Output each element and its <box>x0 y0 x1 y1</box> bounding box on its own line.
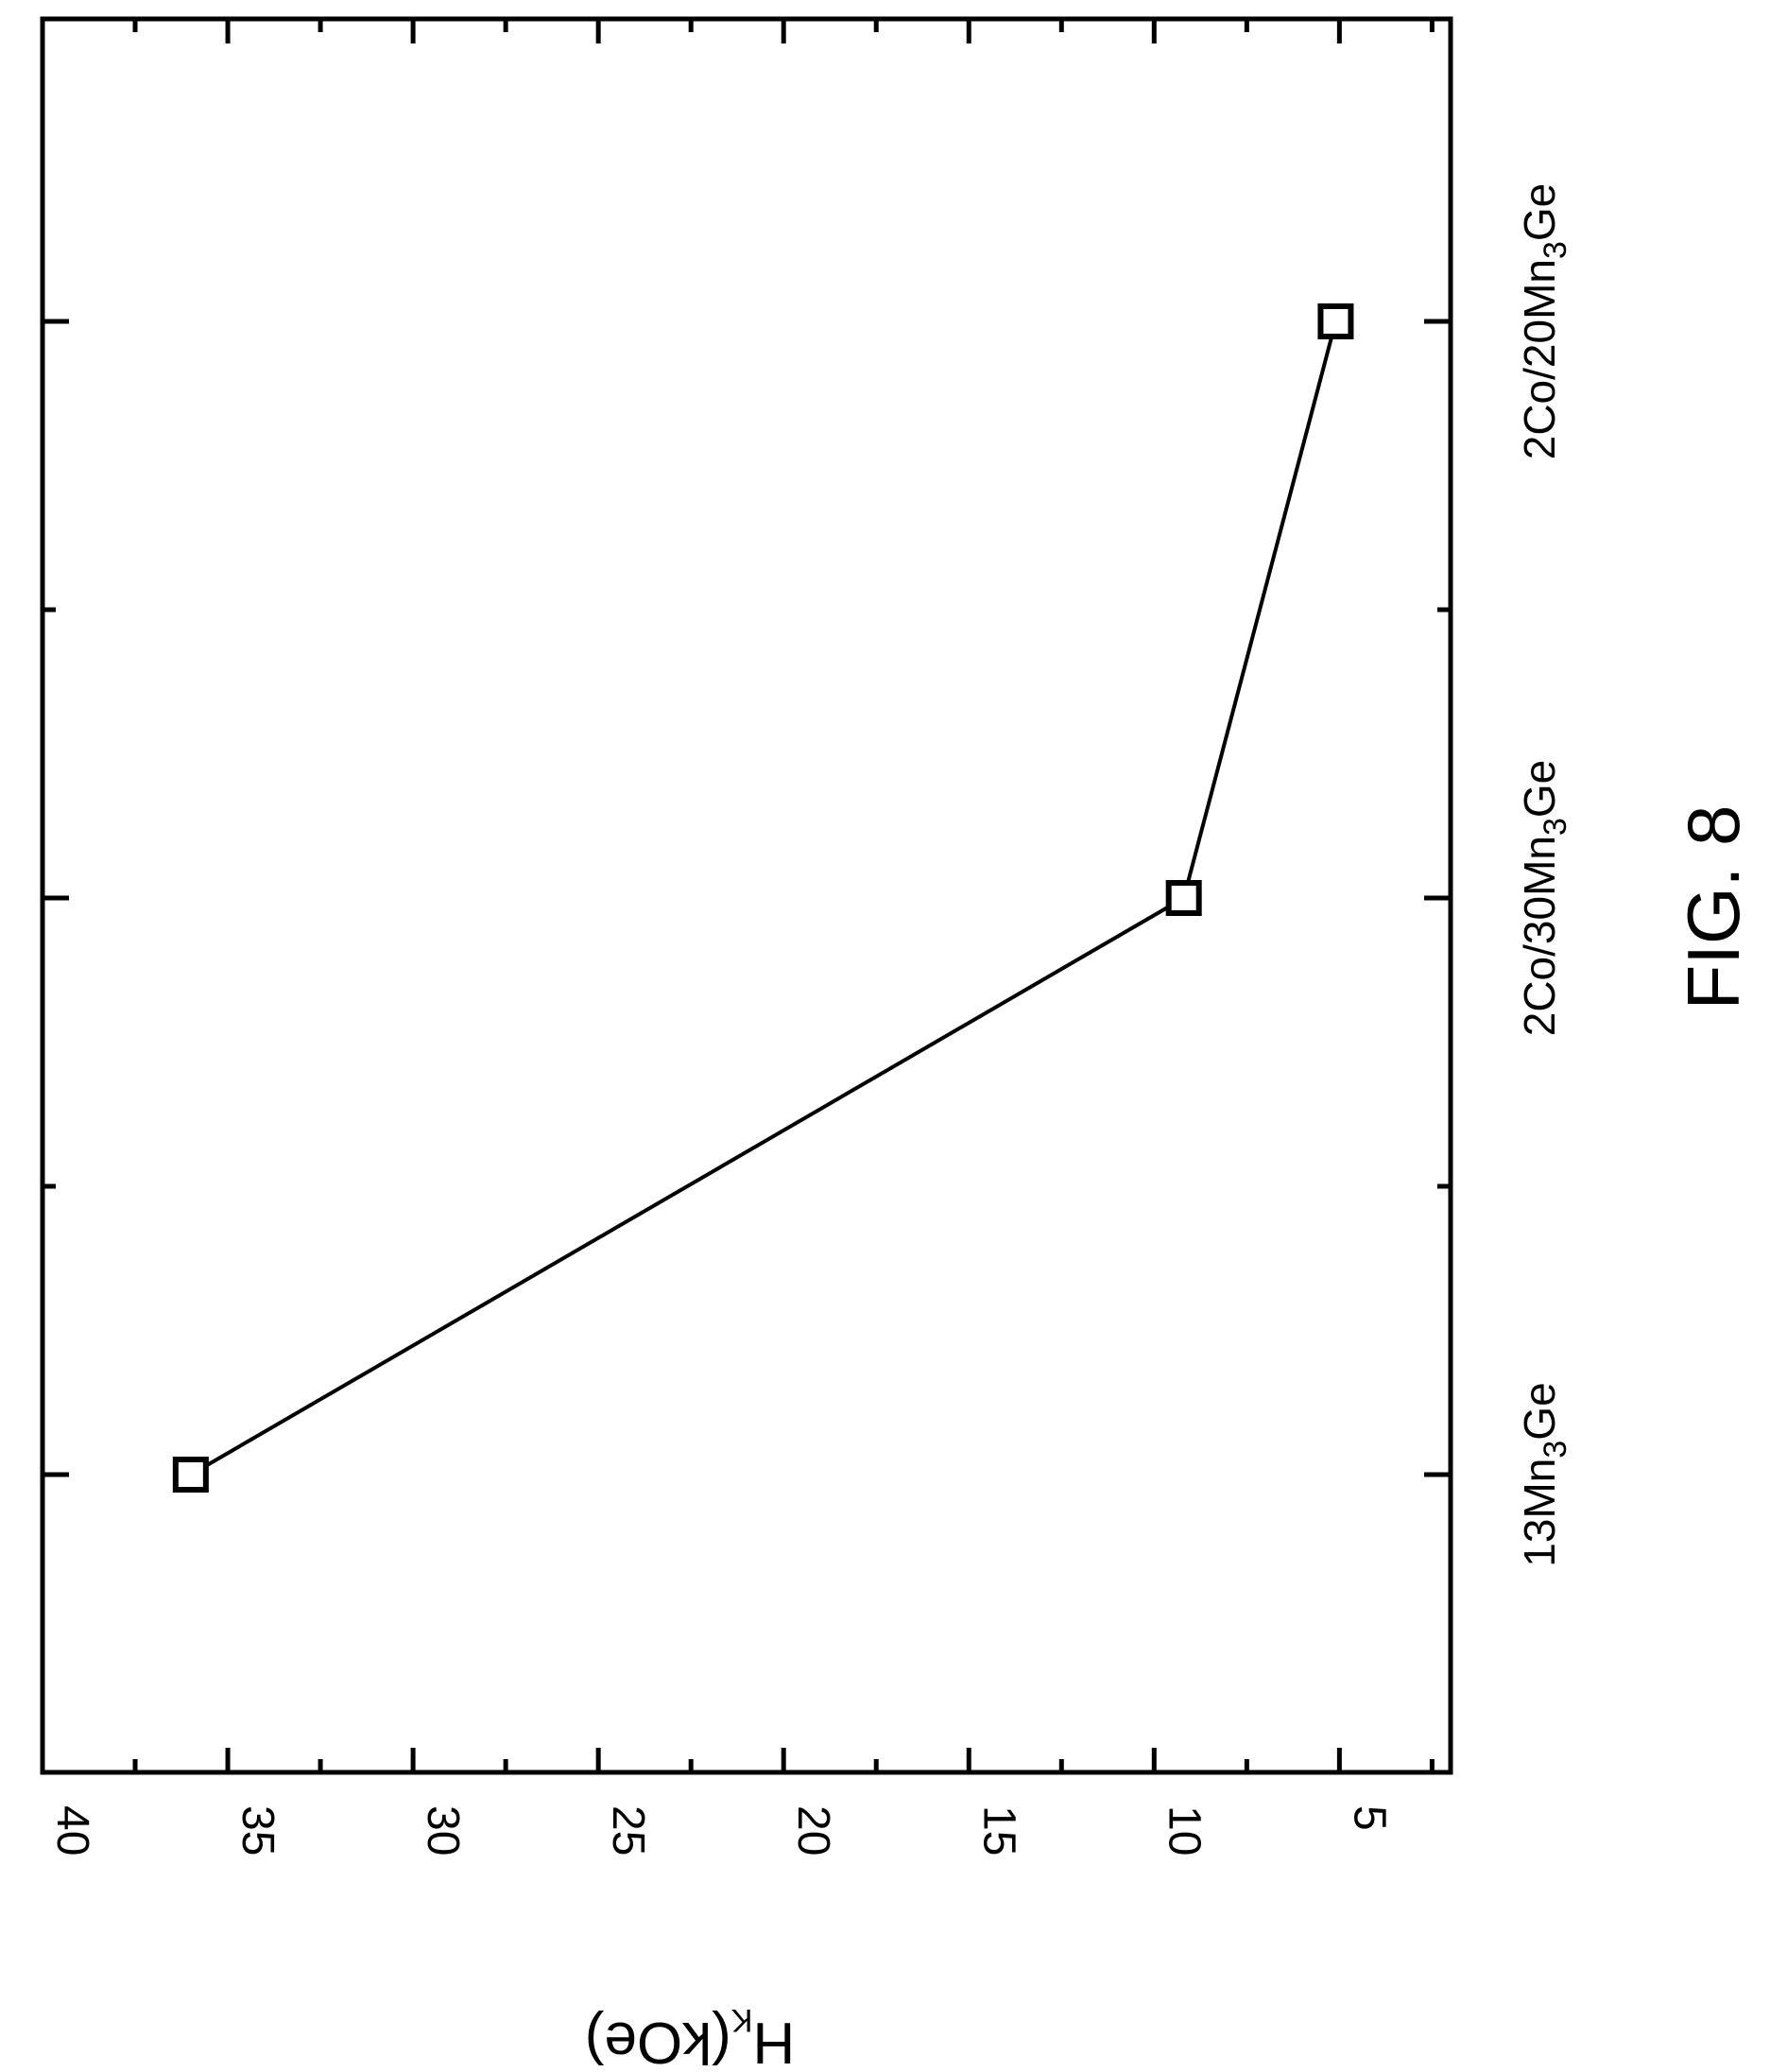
value-tick-label: 30 <box>418 1805 468 1856</box>
plot-frame <box>43 19 1451 1772</box>
axis-labels: 5 10 15 20 25 30 35 40 13Mn3Ge 2Co/30Mn3Ge 2Co/20M… <box>47 183 1573 1856</box>
category-label: 2Co/20Mn3Ge <box>1515 183 1573 460</box>
value-tick-label: 20 <box>788 1805 838 1856</box>
y-axis-title: HK(kOe) <box>585 2002 795 2072</box>
category-label: 2Co/30Mn3Ge <box>1515 760 1573 1037</box>
value-tick-label: 10 <box>1159 1805 1209 1856</box>
data-series <box>176 306 1351 1490</box>
value-tick-label: 40 <box>47 1805 97 1856</box>
value-tick-label: 35 <box>232 1805 283 1856</box>
y-axis-title-unit: (kOe) <box>585 2010 731 2072</box>
data-point-marker <box>1320 306 1350 337</box>
category-label: 13Mn3Ge <box>1515 1382 1573 1566</box>
data-point-marker <box>176 1459 206 1490</box>
y-axis-title-sub: K <box>730 2002 752 2038</box>
figure-caption: FIG. 8 <box>1672 805 1755 1010</box>
axis-ticks <box>43 19 1451 1772</box>
data-point-marker <box>1169 883 1199 913</box>
value-tick-label: 15 <box>973 1805 1023 1856</box>
value-tick-label: 5 <box>1344 1805 1394 1831</box>
value-tick-label: 25 <box>603 1805 653 1856</box>
series-line <box>191 321 1336 1475</box>
y-axis-title-main: H <box>752 2010 795 2072</box>
